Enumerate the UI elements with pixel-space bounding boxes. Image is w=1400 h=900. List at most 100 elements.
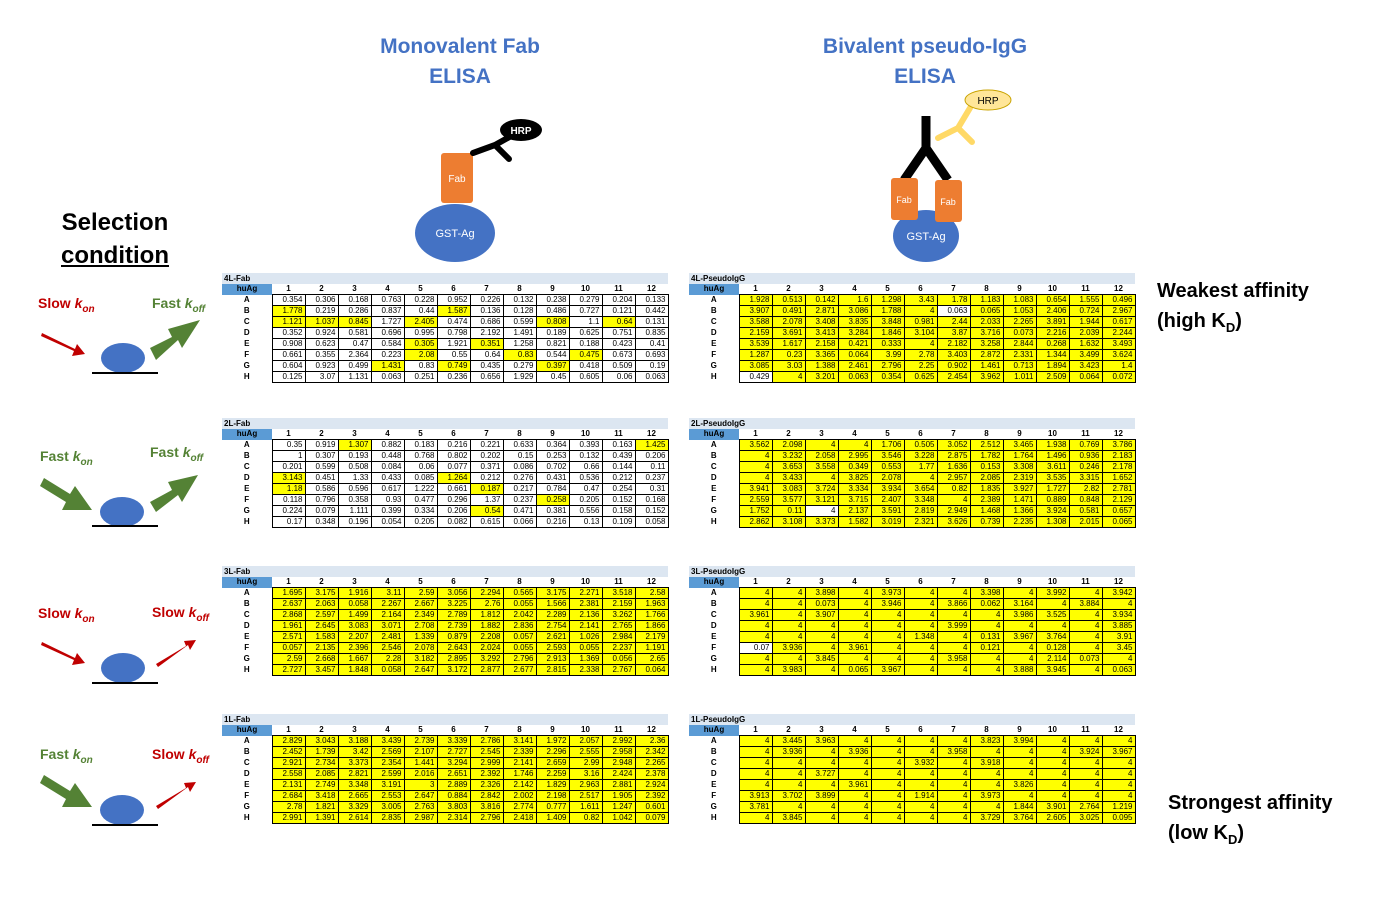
well-value: 3.888	[1003, 665, 1036, 676]
plate-row: D 1.961 2.645 3.083 3.071 2.708 2.739 1.882 2.83…	[222, 621, 668, 632]
well-value: 0.057	[272, 643, 305, 654]
well-value: 2.829	[272, 736, 305, 747]
plate-row: G 3.085 3.03 1.388 2.461 2.796 2.25 0.902 1.461 0…	[689, 361, 1135, 372]
row-label: H	[222, 517, 272, 528]
well-value: 1.617	[772, 339, 805, 350]
strong-kd-sub: D	[1228, 832, 1237, 847]
well-value: 2.396	[338, 643, 371, 654]
well-value: 3.457	[305, 665, 338, 676]
well-value: 0.423	[602, 339, 635, 350]
well-value: 3.562	[739, 440, 772, 451]
well-value: 4	[871, 736, 904, 747]
plate-row: D 0.352 0.924 0.581 0.696 0.995 0.798 2.192 1.49…	[222, 328, 668, 339]
well-value: 3.823	[970, 736, 1003, 747]
koff-arrow	[156, 782, 196, 809]
well-value: 2.135	[305, 643, 338, 654]
row-label: A	[689, 295, 739, 306]
well-value: 3.465	[1003, 440, 1036, 451]
well-value: 2.796	[503, 654, 536, 665]
column-header: 4	[371, 429, 404, 440]
column-header: 12	[1102, 725, 1135, 736]
well-value: 0.057	[503, 632, 536, 643]
well-value: 1.782	[970, 451, 1003, 462]
well-value: 4	[937, 802, 970, 813]
well-value: 2.647	[404, 791, 437, 802]
well-value: 3.121	[805, 495, 838, 506]
well-value: 1.369	[569, 654, 602, 665]
well-value: 2.992	[602, 736, 635, 747]
well-value: 2.651	[437, 769, 470, 780]
well-value: 2.987	[404, 813, 437, 824]
hrp-label: HRP	[510, 126, 531, 137]
well-value: 0.228	[404, 295, 437, 306]
row-label: F	[222, 350, 272, 361]
row-label: G	[689, 802, 739, 813]
well-value: 2.786	[470, 736, 503, 747]
row-label: D	[689, 769, 739, 780]
well-value: 0.919	[305, 440, 338, 451]
well-value: 4	[772, 758, 805, 769]
well-value: 3.445	[772, 736, 805, 747]
plate-row: G 4 4 3.845 4 4 4 3.958 4 4 2.114 0.073 4	[689, 654, 1135, 665]
strong-line1: Strongest affinity	[1168, 788, 1388, 818]
well-value: 0.45	[536, 372, 569, 383]
well-value: 1.121	[272, 317, 305, 328]
well-value: 1.247	[602, 802, 635, 813]
row-label: D	[222, 473, 272, 484]
well-value: 4	[1102, 736, 1135, 747]
well-value: 1.468	[970, 506, 1003, 517]
well-value: 1.111	[338, 506, 371, 517]
row-label: G	[689, 361, 739, 372]
well-value: 2.042	[503, 610, 536, 621]
well-value: 4	[904, 643, 937, 654]
plate-row: B 2.452 1.739 3.42 2.569 2.107 2.727 2.545 2.339…	[222, 747, 668, 758]
well-value: 0.079	[305, 506, 338, 517]
well-value: 0.236	[437, 372, 470, 383]
well-value: 0.223	[371, 350, 404, 361]
row-label: C	[689, 758, 739, 769]
well-value: 0.196	[338, 517, 371, 528]
kon-arrow	[40, 478, 92, 510]
well-value: 0.617	[1102, 317, 1135, 328]
well-value: 2.842	[470, 791, 503, 802]
well-value: 0.188	[569, 339, 602, 350]
well-value: 1.921	[437, 339, 470, 350]
well-value: 3.918	[970, 758, 1003, 769]
condition-2-diagram	[40, 475, 198, 527]
well-value: 4	[739, 621, 772, 632]
plate-row: F 3.913 3.702 3.899 4 4 1.914 4 3.973 4 4 4 4	[689, 791, 1135, 802]
column-header: 7	[470, 429, 503, 440]
well-value: 2.159	[739, 328, 772, 339]
well-value: 0.201	[272, 462, 305, 473]
well-value: 1.053	[1003, 306, 1036, 317]
column-header: 5	[404, 725, 437, 736]
well-value: 2.948	[602, 758, 635, 769]
well-value: 4	[904, 747, 937, 758]
well-value: 1.222	[404, 484, 437, 495]
column-header: 12	[635, 429, 668, 440]
well-value: 0.696	[371, 328, 404, 339]
plate-title: 4L-PseudoIgG	[689, 273, 1135, 284]
well-value: 1.972	[536, 736, 569, 747]
well-value: 0.062	[970, 599, 1003, 610]
plate-title: 1L-PseudoIgG	[689, 714, 1135, 725]
well-value: 2.085	[305, 769, 338, 780]
well-value: 4	[1036, 780, 1069, 791]
column-header: 5	[871, 725, 904, 736]
well-value: 0.429	[739, 372, 772, 383]
well-value: 4	[937, 769, 970, 780]
row-label: D	[689, 621, 739, 632]
well-value: 0.254	[602, 484, 635, 495]
well-value: 4	[739, 451, 772, 462]
well-value: 3.87	[937, 328, 970, 339]
column-header: 2	[772, 429, 805, 440]
column-header: 12	[1102, 577, 1135, 588]
well-value: 1.727	[371, 317, 404, 328]
well-value: 2.016	[404, 769, 437, 780]
fab-title-line2: ELISA	[340, 62, 580, 92]
well-value: 2.621	[536, 632, 569, 643]
well-value: 2.647	[404, 665, 437, 676]
row-label: E	[689, 780, 739, 791]
well-value: 2.216	[1036, 328, 1069, 339]
well-value: 4	[871, 802, 904, 813]
